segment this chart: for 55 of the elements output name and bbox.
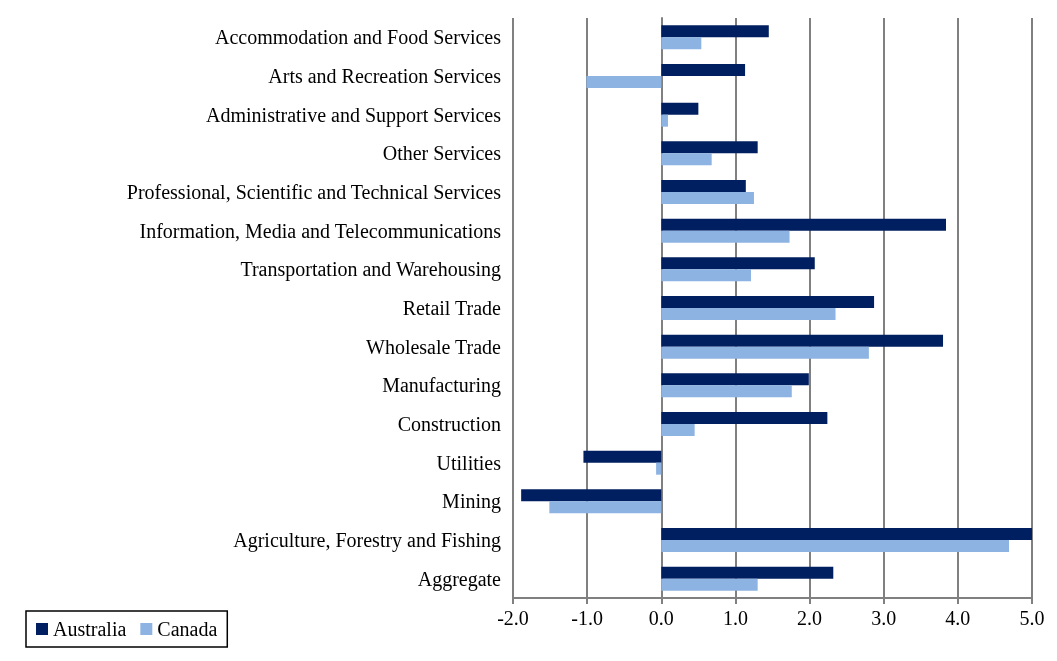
bar (661, 424, 695, 436)
y-tick-label: Utilities (436, 451, 502, 474)
x-tick-label: -2.0 (497, 607, 529, 629)
bar (661, 257, 815, 270)
y-tick-label: Information, Media and Telecommunications (139, 219, 502, 242)
bar (661, 385, 792, 398)
legend-label: Australia (53, 618, 127, 640)
y-tick-label: Other Services (382, 142, 502, 165)
bar (661, 412, 828, 424)
y-tick-label: Manufacturing (382, 374, 501, 398)
bar (661, 346, 869, 359)
bar (661, 334, 944, 347)
x-tick-label: -1.0 (571, 607, 603, 629)
bar (661, 269, 751, 282)
y-tick-label: Professional, Scientific and Technical Services (126, 181, 502, 203)
x-tick-label: 0.0 (648, 607, 674, 629)
bar (661, 528, 1032, 540)
y-tick-label: Agriculture, Forestry and Fishing (233, 529, 501, 552)
bar (661, 114, 668, 127)
y-tick-label: Construction (397, 413, 501, 435)
bar (549, 501, 662, 514)
bar (661, 218, 946, 231)
bar (661, 578, 758, 591)
y-tick-label: Wholesale Trade (366, 335, 502, 358)
bar (661, 192, 754, 204)
y-tick-label: Retail Trade (402, 297, 502, 319)
bar (661, 180, 746, 192)
bar (661, 540, 1010, 552)
bar (521, 489, 662, 502)
y-tick-label: Transportation and Warehousing (240, 258, 501, 282)
bar (656, 462, 662, 475)
bar (661, 37, 702, 50)
bar (661, 566, 834, 579)
x-tick-label: 5.0 (1019, 607, 1045, 629)
bar (586, 76, 662, 88)
bar (661, 25, 769, 38)
bar (661, 230, 790, 243)
x-tick-label: 4.0 (945, 607, 971, 629)
y-tick-label: Mining (442, 490, 501, 514)
bar (661, 64, 746, 76)
bar (661, 296, 875, 308)
y-tick-label: Administrative and Support Services (206, 103, 502, 127)
bar (661, 373, 809, 386)
y-tick-label: Accommodation and Food Services (214, 26, 502, 49)
y-tick-label: Aggregate (417, 567, 502, 591)
bar (583, 450, 662, 463)
x-tick-label: 2.0 (797, 607, 823, 629)
x-tick-label: 3.0 (871, 607, 897, 629)
legend-label: Canada (157, 618, 218, 640)
x-tick-label: 1.0 (722, 607, 748, 629)
bar (661, 308, 836, 320)
y-tick-label: Arts and Recreation Services (268, 65, 502, 87)
bar (661, 102, 699, 115)
bar (661, 141, 758, 154)
bar (661, 153, 712, 166)
